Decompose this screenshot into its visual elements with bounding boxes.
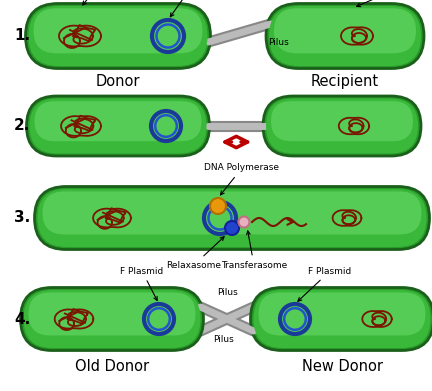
Text: Transferasome: Transferasome <box>221 231 287 269</box>
Text: Chromosomal DNA: Chromosomal DNA <box>54 0 138 5</box>
Text: 4.: 4. <box>14 312 30 326</box>
Text: Chromosomal DNA: Chromosomal DNA <box>355 0 432 7</box>
FancyBboxPatch shape <box>258 292 426 335</box>
Text: F Plasmid: F Plasmid <box>168 0 212 17</box>
FancyBboxPatch shape <box>29 292 196 335</box>
Text: 1.: 1. <box>14 29 30 43</box>
Text: F Plasmid: F Plasmid <box>121 267 164 300</box>
Text: 3.: 3. <box>14 210 30 226</box>
Text: 2.: 2. <box>14 118 30 133</box>
Text: Donor: Donor <box>96 74 140 89</box>
FancyBboxPatch shape <box>251 287 432 350</box>
FancyBboxPatch shape <box>34 8 203 53</box>
Text: Pilus: Pilus <box>216 288 237 297</box>
Text: Pilus: Pilus <box>269 38 289 47</box>
FancyBboxPatch shape <box>29 6 207 66</box>
FancyBboxPatch shape <box>35 101 201 141</box>
Circle shape <box>225 221 239 235</box>
Text: Old Donor: Old Donor <box>75 359 149 374</box>
FancyBboxPatch shape <box>271 101 413 141</box>
Text: Relaxasome: Relaxasome <box>166 237 224 269</box>
Circle shape <box>210 198 226 214</box>
FancyBboxPatch shape <box>42 192 422 235</box>
FancyBboxPatch shape <box>23 290 200 348</box>
FancyBboxPatch shape <box>29 99 206 154</box>
Text: Pilus: Pilus <box>214 335 235 344</box>
Circle shape <box>238 217 250 228</box>
FancyBboxPatch shape <box>254 290 431 348</box>
FancyBboxPatch shape <box>266 99 418 154</box>
Text: DNA Polymerase: DNA Polymerase <box>204 163 280 195</box>
FancyBboxPatch shape <box>20 287 203 350</box>
FancyBboxPatch shape <box>274 8 416 53</box>
FancyBboxPatch shape <box>38 189 426 247</box>
FancyBboxPatch shape <box>266 4 424 68</box>
Text: Recipient: Recipient <box>311 74 379 89</box>
FancyBboxPatch shape <box>269 6 421 66</box>
FancyBboxPatch shape <box>26 96 210 156</box>
FancyBboxPatch shape <box>263 96 421 156</box>
Text: F Plasmid: F Plasmid <box>298 267 352 301</box>
Text: New Donor: New Donor <box>302 359 382 374</box>
FancyBboxPatch shape <box>25 4 210 68</box>
FancyBboxPatch shape <box>35 187 429 249</box>
